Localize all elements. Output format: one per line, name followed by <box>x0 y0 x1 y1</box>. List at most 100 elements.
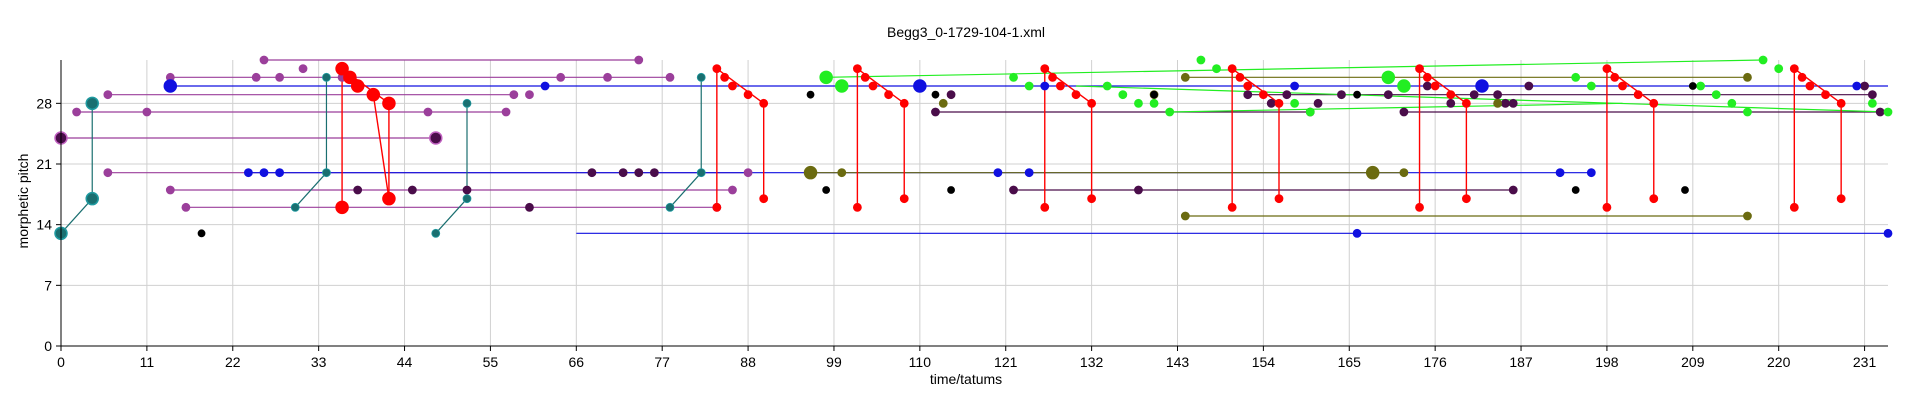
x-tick-label: 55 <box>483 354 499 370</box>
data-point <box>1071 90 1081 100</box>
data-point <box>1087 98 1097 108</box>
data-point <box>1469 90 1479 100</box>
data-point <box>696 72 706 82</box>
data-point <box>1758 55 1768 65</box>
data-point <box>429 131 443 145</box>
data-point <box>1397 79 1411 93</box>
data-point <box>501 107 511 117</box>
data-point <box>197 229 206 238</box>
data-point <box>938 98 948 108</box>
data-point <box>1422 81 1432 91</box>
data-point <box>993 168 1003 178</box>
data-point <box>1797 72 1807 82</box>
data-point <box>1586 81 1596 91</box>
data-point <box>728 81 737 91</box>
data-point <box>1024 168 1034 178</box>
data-point <box>366 87 381 102</box>
data-point <box>1235 72 1245 82</box>
data-point <box>1743 211 1752 221</box>
data-point <box>1040 81 1050 91</box>
data-point <box>540 81 550 91</box>
data-point <box>913 79 927 93</box>
data-point <box>509 90 519 100</box>
data-point <box>382 96 396 111</box>
data-point <box>819 70 833 85</box>
data-point <box>837 168 847 178</box>
data-point <box>665 72 675 82</box>
data-point <box>1610 72 1620 82</box>
data-point <box>720 72 730 82</box>
data-point <box>1087 194 1097 204</box>
data-point <box>1266 98 1276 108</box>
data-point <box>860 72 870 82</box>
data-point <box>1009 72 1018 82</box>
data-point <box>1243 81 1253 91</box>
chart-title: Begg3_0-1729-104-1.xml <box>887 24 1045 40</box>
data-point <box>1196 55 1206 65</box>
data-point <box>1461 194 1471 204</box>
segment <box>1075 85 1889 113</box>
data-point <box>525 90 534 100</box>
data-point <box>1727 98 1737 108</box>
data-point <box>1227 64 1237 74</box>
data-point <box>556 72 566 82</box>
data-point <box>634 168 644 178</box>
x-tick-label: 176 <box>1423 354 1447 370</box>
data-point <box>899 194 909 204</box>
data-point <box>275 72 285 82</box>
data-point <box>1875 107 1885 117</box>
data-point <box>343 70 357 85</box>
data-point <box>163 79 178 93</box>
data-point <box>525 202 534 212</box>
data-point <box>1313 98 1323 108</box>
data-point <box>696 168 706 178</box>
data-point <box>634 55 644 65</box>
x-tick-label: 231 <box>1853 354 1877 370</box>
data-point <box>1383 90 1393 100</box>
data-point <box>587 168 597 178</box>
data-point <box>1040 202 1050 212</box>
x-tick-label: 209 <box>1681 354 1705 370</box>
data-point <box>946 90 956 100</box>
x-tick-label: 77 <box>654 354 670 370</box>
data-point <box>1475 79 1489 93</box>
data-point <box>1258 90 1268 100</box>
segment <box>294 172 327 208</box>
data-point <box>1852 81 1862 91</box>
y-axis-title: morphetic pitch <box>15 154 31 249</box>
data-point <box>1274 98 1284 108</box>
data-point <box>743 90 753 100</box>
data-point <box>103 90 113 100</box>
data-point <box>1102 81 1112 91</box>
data-point <box>1040 64 1050 74</box>
data-point <box>806 90 815 99</box>
data-point <box>1149 98 1159 108</box>
data-point <box>1618 81 1627 91</box>
data-point <box>85 96 99 111</box>
x-tick-labels: 0 11 22 33 44 55 66 77 88 99 110 121 132 143 154 165 176… <box>57 354 1876 370</box>
data-point <box>1571 186 1580 194</box>
data-point <box>322 72 331 82</box>
data-point <box>1118 90 1128 100</box>
data-point <box>852 202 862 212</box>
data-point <box>1415 202 1424 212</box>
data-point <box>290 202 300 212</box>
x-tick-label: 88 <box>740 354 756 370</box>
data-point <box>353 185 363 195</box>
x-tick-label: 66 <box>569 354 585 370</box>
y-tick-label: 14 <box>36 217 52 233</box>
data-point <box>1430 81 1440 91</box>
data-point <box>649 168 659 178</box>
data-point <box>1821 90 1830 100</box>
data-point <box>1282 90 1292 100</box>
data-point <box>1602 64 1612 74</box>
data-point <box>1150 90 1158 99</box>
data-point <box>1134 185 1143 195</box>
data-point <box>603 72 612 82</box>
data-point <box>1524 81 1534 91</box>
grid <box>60 60 1888 347</box>
data-point <box>1024 81 1034 91</box>
points-layer <box>54 55 1893 241</box>
segment <box>60 198 93 234</box>
data-point <box>382 191 396 206</box>
